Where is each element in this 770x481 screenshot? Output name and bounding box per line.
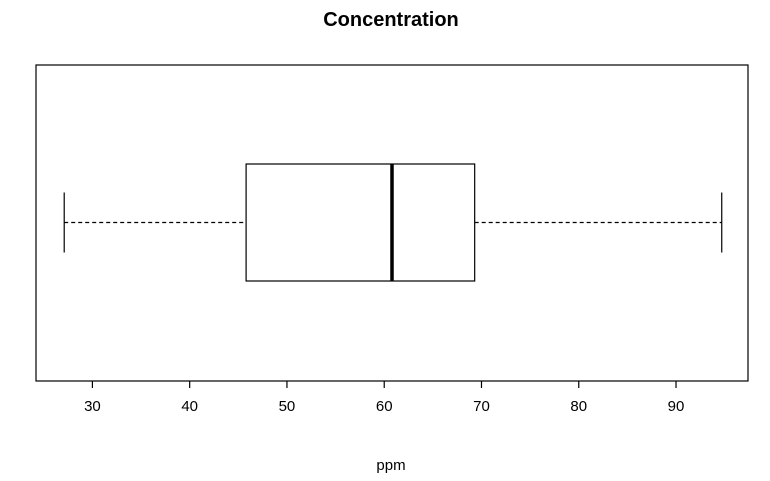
boxplot-series	[63, 163, 723, 282]
x-tick-label-70: 70	[473, 398, 490, 415]
chart-title: Concentration	[323, 9, 459, 31]
x-tick-label-80: 80	[570, 398, 587, 415]
iqr-box	[245, 163, 476, 282]
x-tick-label-40: 40	[181, 398, 198, 415]
x-axis: 30 40 50 60 70 80 90	[84, 381, 684, 415]
x-axis-label: ppm	[376, 457, 405, 474]
x-tick-label-30: 30	[84, 398, 101, 415]
plot-frame	[35, 64, 749, 382]
x-tick-label-60: 60	[376, 398, 393, 415]
x-tick-label-50: 50	[279, 398, 296, 415]
x-tick-label-90: 90	[668, 398, 685, 415]
